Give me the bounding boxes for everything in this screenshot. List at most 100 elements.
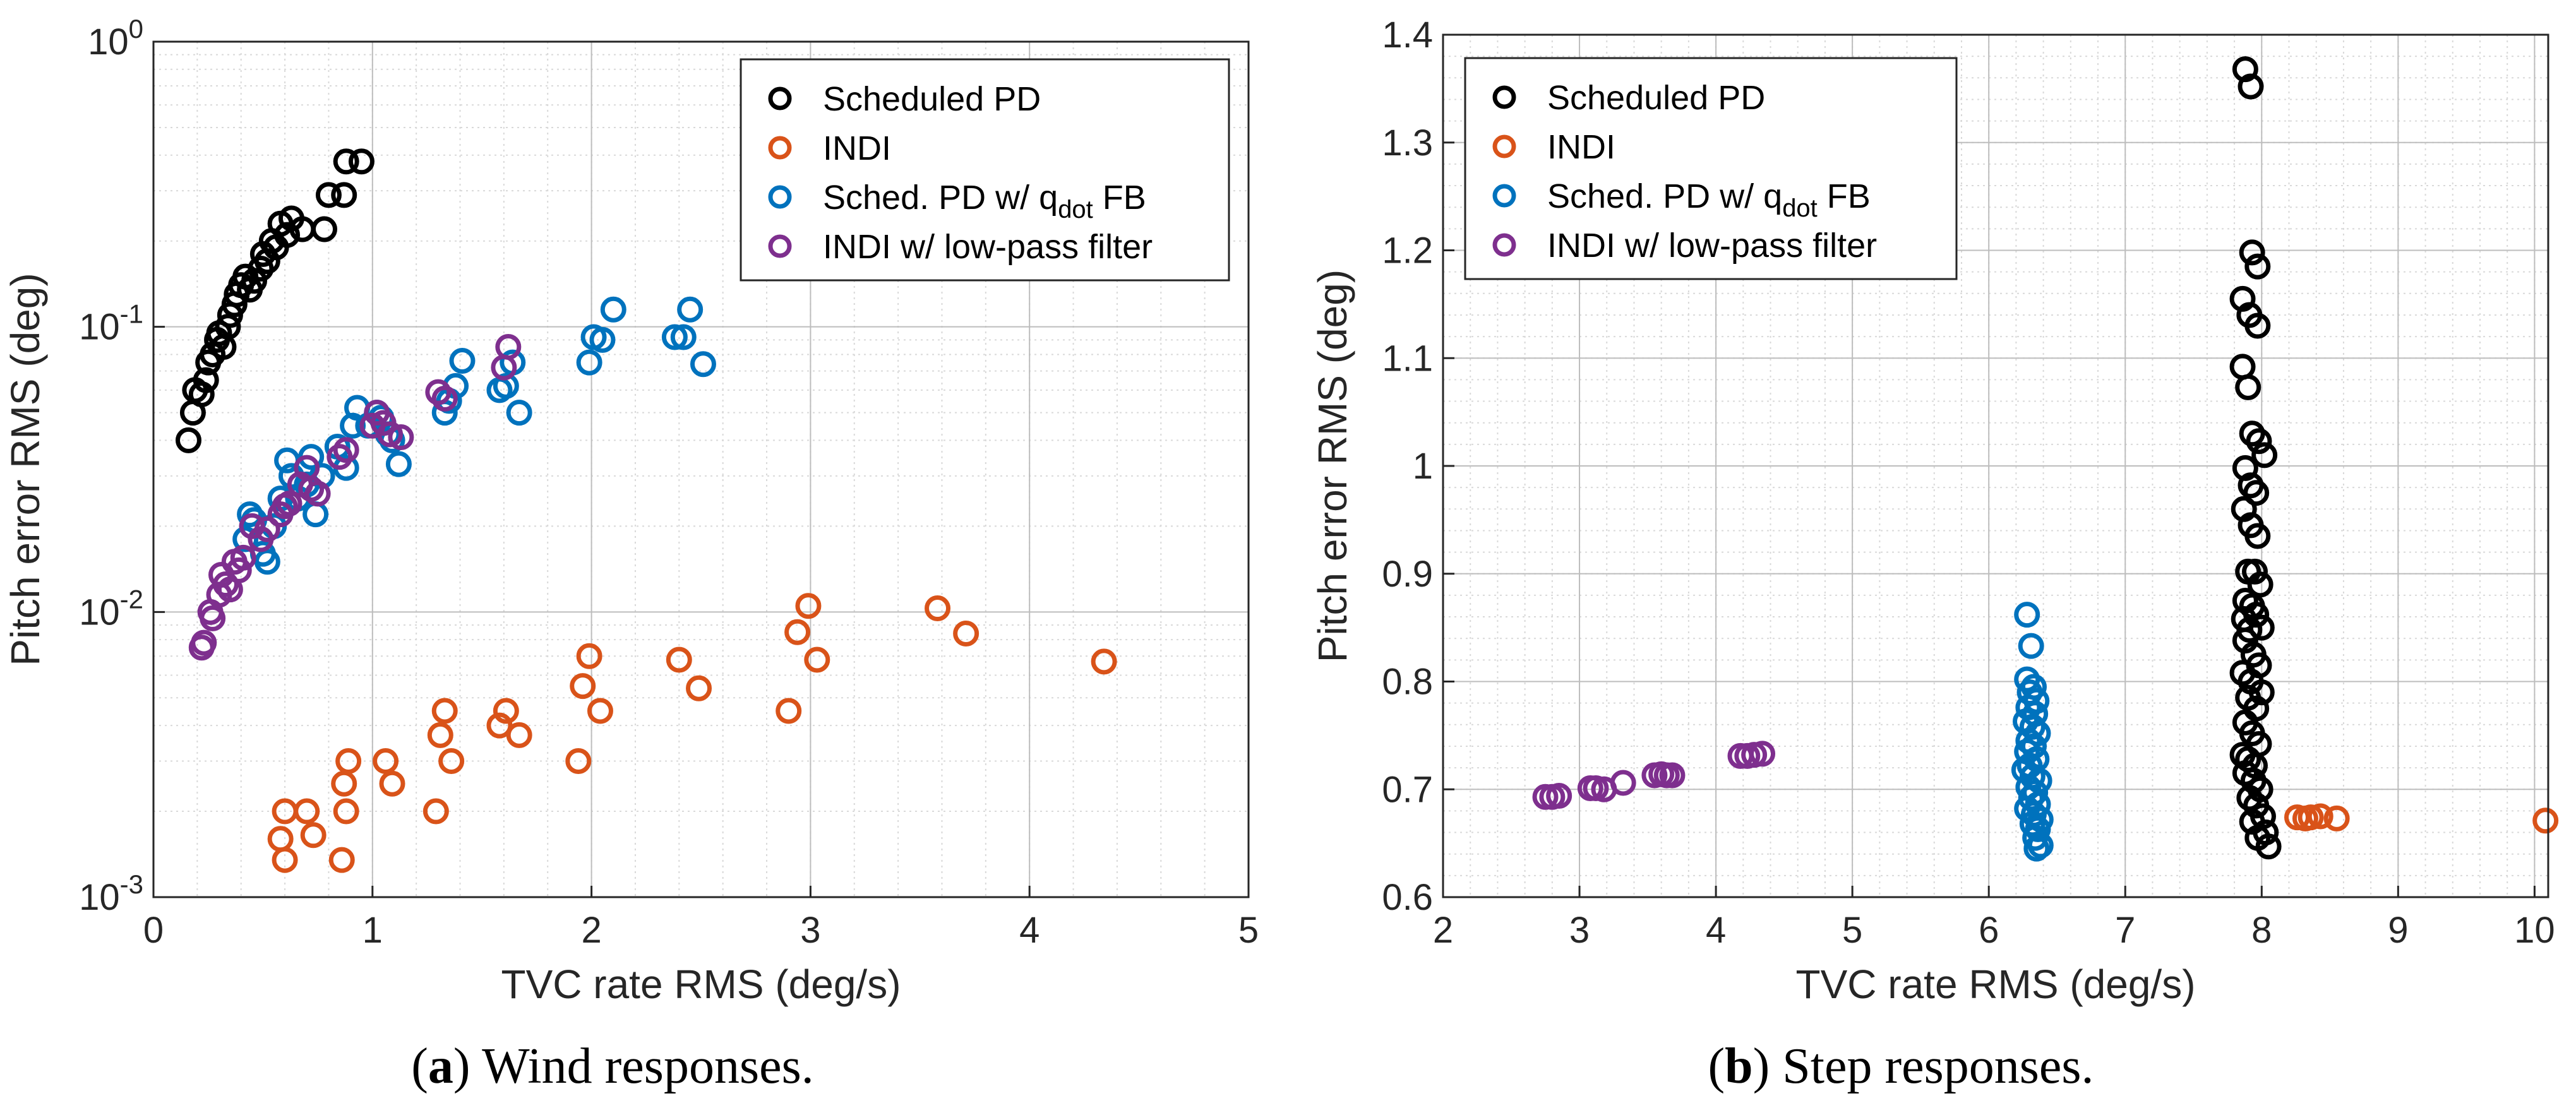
x-axis-label: TVC rate RMS (deg/s) [1795, 962, 2195, 1007]
data-point [486, 712, 513, 739]
data-point [565, 748, 592, 775]
data-point [2251, 442, 2278, 468]
x-tick-label: 1 [362, 910, 383, 951]
data-point [188, 381, 215, 408]
data-point [311, 216, 338, 242]
data-point [1091, 648, 1117, 675]
legend-entry: INDI w/ low-pass filter [1547, 227, 1877, 265]
y-tick-base: 10 [88, 21, 129, 63]
x-tick-label: 6 [1979, 910, 1999, 951]
data-point [377, 421, 404, 448]
legend-marker [768, 136, 792, 160]
data-point [1749, 741, 1776, 767]
data-point [427, 722, 453, 748]
data-point [2247, 571, 2273, 598]
panel-b-step-responses: 2 3 4 5 6 7 8 9 10 0.6 0.7 0.8 0.9 1 1.1 1.2 1.3 1.4 TVC r… [1310, 15, 2559, 1094]
x-tick-label: 8 [2251, 910, 2272, 951]
panel-caption: (b) Step responses. [1708, 1039, 2094, 1094]
data-point [804, 646, 830, 673]
data-point [1546, 782, 1573, 809]
data-point [274, 222, 301, 248]
caption-panel-letter: a [428, 1039, 453, 1094]
data-point [690, 351, 716, 378]
data-point [925, 595, 951, 622]
y-tick-exponent: 0 [129, 14, 143, 44]
data-point [666, 646, 692, 673]
data-point [2323, 805, 2350, 831]
data-point [2014, 602, 2040, 628]
series-scheduled-pd [175, 148, 374, 453]
panel-caption: (a) Wind responses. [411, 1039, 813, 1094]
x-tick-label: 2 [581, 910, 601, 951]
data-point [2023, 835, 2050, 862]
data-point [326, 444, 353, 470]
data-point [2232, 56, 2258, 83]
y-tick-label: 1.1 [1382, 338, 1433, 379]
data-point [576, 643, 602, 669]
legend-marker [768, 185, 792, 209]
caption-open-paren: ( [1708, 1039, 1725, 1094]
y-tick-label: 0.8 [1382, 662, 1433, 703]
x-tick-label: 4 [1019, 910, 1039, 951]
data-point [425, 379, 452, 405]
series-sched-pd-w-q-dot-fb [2011, 602, 2054, 862]
data-point [215, 314, 241, 340]
data-point [2232, 455, 2258, 481]
data-point [953, 621, 979, 647]
data-point [493, 372, 519, 399]
data-point [2248, 614, 2275, 641]
data-point [294, 798, 320, 825]
y-tick-label: 0.7 [1382, 769, 1433, 810]
x-tick-label: 3 [1569, 910, 1590, 951]
x-axis-label: TVC rate RMS (deg/s) [501, 962, 901, 1007]
y-axis-label: Pitch error RMS (deg) [3, 273, 48, 665]
legend-marker [768, 234, 792, 258]
x-tick-label: 9 [2388, 910, 2408, 951]
x-tick-label: 7 [2115, 910, 2135, 951]
data-point [2236, 785, 2263, 811]
data-point [2244, 253, 2271, 280]
caption-close-paren: ) [1753, 1039, 1783, 1094]
y-tick-label: 1.4 [1382, 15, 1433, 56]
legend-entry: Scheduled PD [823, 80, 1041, 118]
data-point [576, 349, 602, 376]
legend-entry: INDI [1547, 128, 1615, 166]
x-tick-label: 5 [1238, 910, 1259, 951]
data-point [2255, 833, 2282, 860]
y-tick-label: 10-1 [79, 299, 143, 348]
y-tick-label: 0.9 [1382, 554, 1433, 595]
y-tick-label: 1.3 [1382, 122, 1433, 164]
legend-marker [1492, 134, 1516, 158]
axes-frame [1442, 33, 2549, 898]
legend-box [740, 58, 1230, 282]
data-point [2243, 480, 2270, 506]
series-indi [267, 593, 1117, 873]
y-tick-exponent: -2 [120, 584, 143, 614]
data-point [254, 549, 280, 575]
data-point [670, 324, 697, 350]
data-point [212, 571, 239, 598]
series-indi-w-low-pass-filter [1532, 741, 1776, 810]
data-point [333, 148, 359, 175]
data-point [686, 675, 712, 701]
x-tick-label: 2 [1433, 910, 1453, 951]
data-point [600, 296, 626, 323]
data-point [449, 347, 476, 374]
data-point [570, 673, 596, 700]
data-point [2014, 666, 2040, 693]
data-point [2532, 807, 2559, 834]
y-tick-base: 10 [79, 592, 120, 633]
data-point [2297, 804, 2324, 831]
series-indi-w-low-pass-filter [188, 334, 522, 661]
data-point [587, 698, 613, 724]
data-point [431, 385, 458, 412]
data-point [348, 148, 374, 175]
legend-marker [1492, 233, 1516, 257]
data-point [493, 698, 519, 724]
y-tick-label: 1 [1413, 446, 1433, 487]
y-tick-base: 10 [79, 307, 120, 348]
data-point [2241, 558, 2268, 585]
y-tick-label: 0.6 [1382, 877, 1433, 918]
data-point [315, 182, 342, 208]
